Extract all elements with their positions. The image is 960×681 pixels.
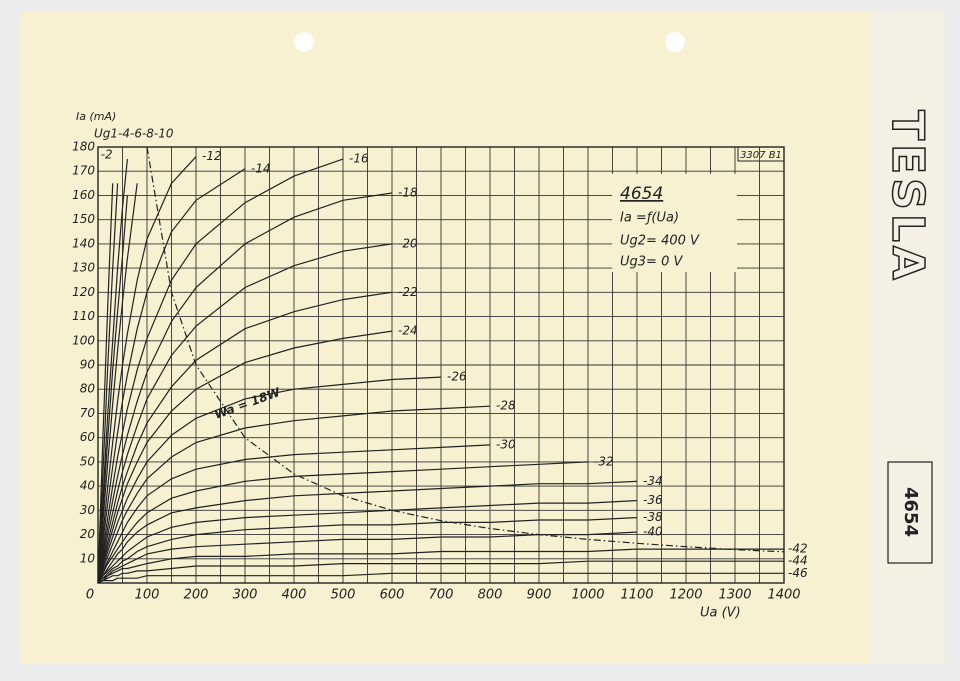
curve-label: -40 xyxy=(643,525,663,539)
side-label: 4654 xyxy=(900,487,921,537)
x-tick-label: 800 xyxy=(478,588,503,603)
curve-label: -30 xyxy=(496,437,516,451)
info-box xyxy=(612,174,737,272)
y-tick-label: 30 xyxy=(80,503,96,517)
curve-label: -2 xyxy=(101,148,113,162)
curve xyxy=(97,183,138,584)
side-box xyxy=(887,461,933,564)
curve xyxy=(97,291,393,584)
curve xyxy=(97,156,197,584)
curve xyxy=(97,444,491,584)
x-tick-label: 0 xyxy=(86,588,94,603)
curve xyxy=(97,195,128,584)
curve-label: -24 xyxy=(398,324,418,338)
curve xyxy=(146,146,785,553)
y-tick-label: 160 xyxy=(72,188,95,202)
y-tick-label: 10 xyxy=(80,551,96,565)
x-tick-label: 200 xyxy=(184,588,209,603)
paper xyxy=(20,12,870,664)
info-line: Ug2= 400 V xyxy=(620,234,700,249)
curve xyxy=(97,560,784,584)
y-tick-label: 130 xyxy=(72,261,95,275)
x-tick-label: 1300 xyxy=(718,588,751,603)
y-tick-label: 90 xyxy=(80,358,96,372)
curve xyxy=(97,192,393,584)
punch-hole xyxy=(665,32,685,52)
curve-label: -18 xyxy=(398,186,418,200)
x-tick-label: 1000 xyxy=(571,588,604,603)
code: 3307 B1 xyxy=(740,150,782,161)
punch-hole xyxy=(294,32,314,52)
curve-label: -32 xyxy=(594,454,614,468)
curve-label: -42 xyxy=(788,542,808,556)
x-tick-label: 900 xyxy=(527,588,552,603)
curve xyxy=(97,376,442,584)
curve xyxy=(97,405,491,584)
curve xyxy=(97,159,128,584)
curve-label: -34 xyxy=(643,474,663,488)
curve-label: -12 xyxy=(202,149,222,163)
group-label: Ug1-4-6-8-10 xyxy=(94,127,174,141)
curve xyxy=(97,517,638,584)
curve-label: -36 xyxy=(643,493,663,507)
curve-label: -46 xyxy=(788,566,808,580)
info-line: Ia =ƒ(Ua) xyxy=(620,211,679,226)
brand: TESLA xyxy=(882,110,933,284)
y-tick-label: 170 xyxy=(72,164,95,178)
x-tick-label: 500 xyxy=(331,588,356,603)
curve xyxy=(97,158,344,584)
curve-label: -14 xyxy=(251,161,271,175)
y-tick-label: 180 xyxy=(72,140,95,154)
y-tick-label: 60 xyxy=(80,430,96,444)
curve-label: -28 xyxy=(496,399,516,413)
x-tick-label: 700 xyxy=(429,588,454,603)
x-tick-label: 300 xyxy=(233,588,258,603)
y-axis-label: Ia (mA) xyxy=(76,110,116,123)
y-tick-label: 110 xyxy=(72,309,95,323)
curve xyxy=(97,330,393,584)
x-axis-label: Ua (V) xyxy=(700,606,741,621)
curve xyxy=(97,461,589,584)
curve-label: -20 xyxy=(398,236,418,250)
y-tick-label: 40 xyxy=(80,479,96,493)
y-tick-label: 50 xyxy=(80,454,96,468)
curve-label: -22 xyxy=(398,285,418,299)
curve-label: -44 xyxy=(788,554,808,568)
curve xyxy=(97,500,638,584)
y-tick-label: 20 xyxy=(80,527,96,541)
plot-frame xyxy=(97,146,785,584)
curve xyxy=(97,480,638,584)
info-line: Ug3= 0 V xyxy=(620,255,683,270)
y-tick-label: 100 xyxy=(72,333,95,347)
info-title: 4654 xyxy=(620,184,663,204)
curve xyxy=(97,243,393,584)
y-tick-label: 140 xyxy=(72,236,95,250)
curve xyxy=(97,531,638,584)
curve xyxy=(97,168,246,584)
curve-label: -26 xyxy=(447,370,467,384)
x-tick-label: 1400 xyxy=(767,588,800,603)
x-tick-label: 1200 xyxy=(669,588,702,603)
y-tick-label: 120 xyxy=(72,285,95,299)
x-tick-label: 100 xyxy=(135,588,160,603)
curve xyxy=(97,183,119,584)
x-tick-label: 600 xyxy=(380,588,405,603)
curve-label: -38 xyxy=(643,510,663,524)
curve xyxy=(97,183,114,584)
curve xyxy=(97,572,784,584)
x-tick-label: 400 xyxy=(282,588,307,603)
y-tick-label: 80 xyxy=(80,382,96,396)
x-tick-label: 1100 xyxy=(620,588,653,603)
curve xyxy=(97,548,784,584)
curve-label: -16 xyxy=(349,152,369,166)
y-tick-label: 150 xyxy=(72,212,95,226)
y-tick-label: 70 xyxy=(80,406,96,420)
